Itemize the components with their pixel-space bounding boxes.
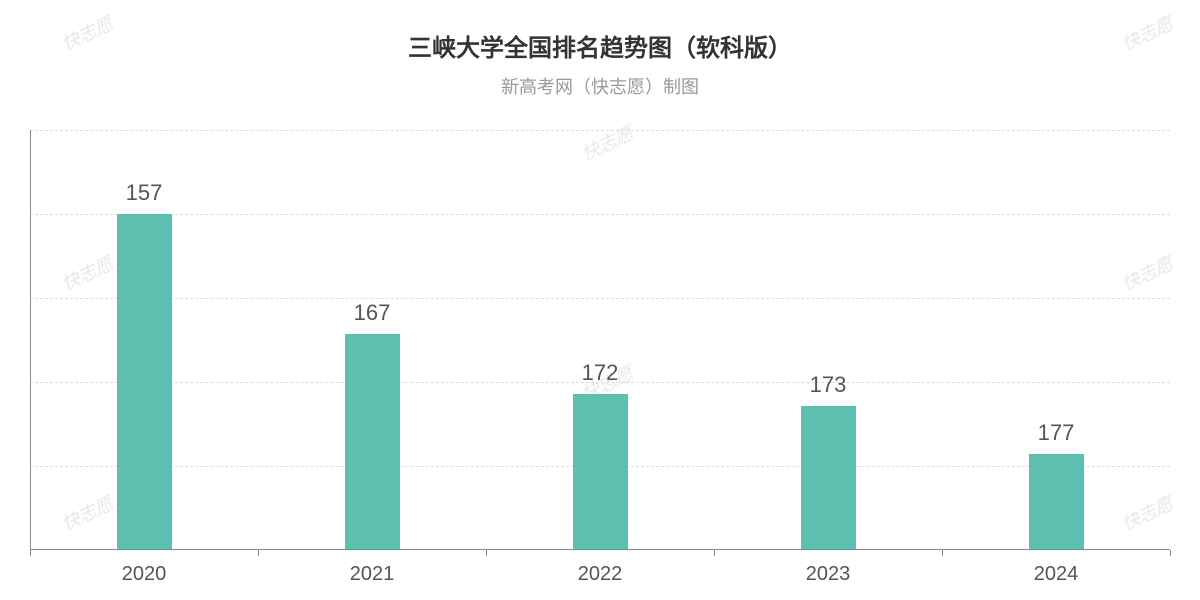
chart-subtitle: 新高考网（快志愿）制图 (0, 73, 1200, 99)
x-axis-label: 2023 (714, 563, 942, 586)
chart-title: 三峡大学全国排名趋势图（软科版） (0, 0, 1200, 63)
x-tick (30, 550, 31, 556)
bar-value-label: 177 (1038, 420, 1075, 446)
x-axis-label: 2024 (942, 563, 1170, 586)
x-axis-label: 2020 (30, 563, 258, 586)
x-tick (486, 550, 487, 556)
bar (801, 406, 856, 550)
bar-value-label: 172 (582, 360, 619, 386)
plot-area: 157 167 172 173 177 (30, 130, 1170, 550)
bar-group: 157 (30, 130, 258, 550)
x-tick (1170, 550, 1171, 556)
x-tick (714, 550, 715, 556)
x-axis (30, 549, 1170, 550)
chart-container: 三峡大学全国排名趋势图（软科版） 新高考网（快志愿）制图 157 167 172 17… (0, 0, 1200, 600)
bar (345, 334, 400, 550)
x-axis-label: 2022 (486, 563, 714, 586)
x-axis-labels: 20202021202220232024 (30, 563, 1170, 586)
bar (573, 394, 628, 550)
bar-group: 177 (942, 130, 1170, 550)
bar-group: 173 (714, 130, 942, 550)
bars-container: 157 167 172 173 177 (30, 130, 1170, 550)
bar-value-label: 157 (126, 180, 163, 206)
x-tick (258, 550, 259, 556)
bar-group: 167 (258, 130, 486, 550)
bar (117, 214, 172, 550)
bar-value-label: 173 (810, 372, 847, 398)
bar-value-label: 167 (354, 300, 391, 326)
bar-group: 172 (486, 130, 714, 550)
x-tick (942, 550, 943, 556)
bar (1029, 454, 1084, 550)
x-axis-label: 2021 (258, 563, 486, 586)
